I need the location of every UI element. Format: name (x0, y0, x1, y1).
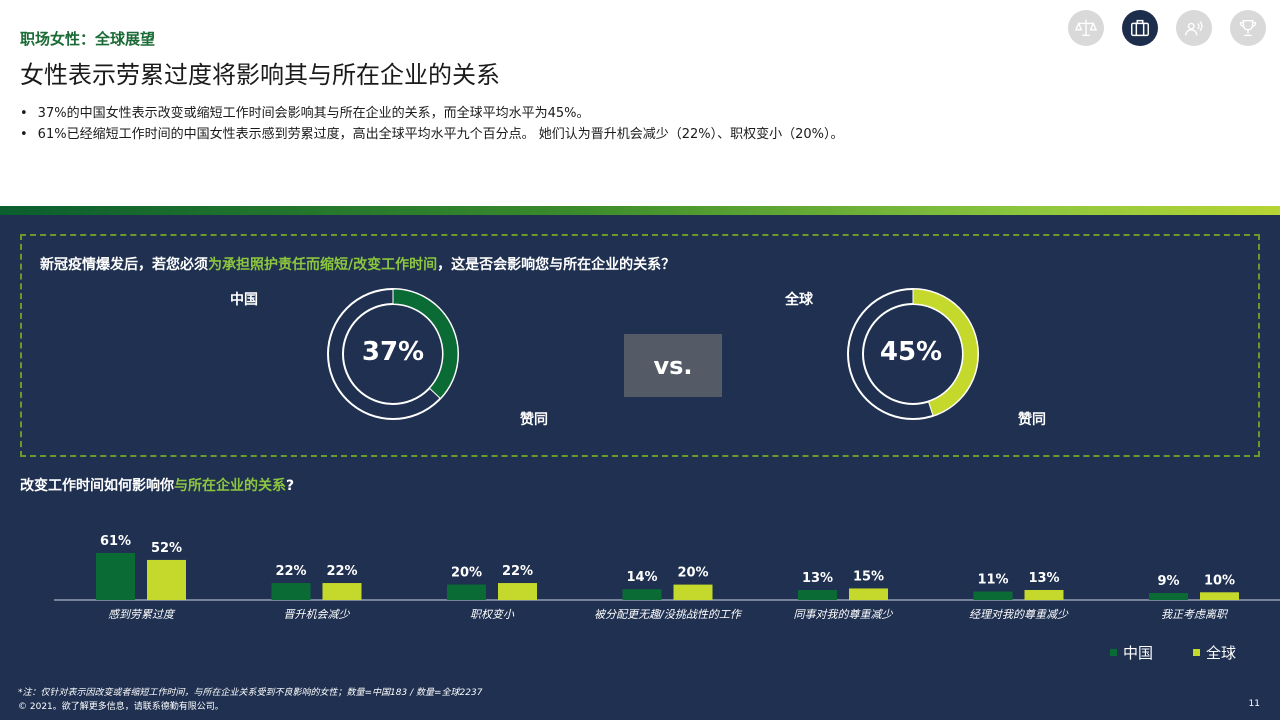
data-label: 22% (326, 564, 357, 579)
divider-band (0, 206, 1280, 215)
trophy-icon[interactable] (1230, 10, 1266, 46)
kicker: 职场女性：全球展望 (20, 30, 156, 48)
bar-global (849, 588, 888, 600)
data-label: 22% (275, 564, 306, 579)
question-highlight: 为承担照护责任而缩短/改变工作时间 (208, 257, 438, 273)
legend-label-china: 中国 (1123, 644, 1154, 662)
question-text: 新冠疫情爆发后，若您必须 (40, 257, 208, 273)
china-label: 中国 (230, 292, 258, 308)
bar-china (447, 584, 486, 600)
global-label: 全球 (785, 292, 813, 308)
bar-global (322, 583, 362, 600)
survey-question: 新冠疫情爆发后，若您必须为承担照护责任而缩短/改变工作时间，这是否会影响您与所在… (40, 254, 675, 274)
bar-china (96, 553, 135, 600)
section-nav (1068, 10, 1266, 46)
copyright: © 2021。欲了解更多信息，请联系德勤有限公司。 (18, 702, 224, 712)
bar-global (147, 559, 186, 600)
question-text: ，这是否会影响您与所在企业的关系？ (437, 257, 676, 273)
q2-highlight: 与所在企业的关系 (174, 478, 286, 494)
data-label: 9% (1157, 574, 1179, 589)
data-label: 52% (151, 541, 182, 556)
footnote: *注：仅针对表示因改变或者缩短工作时间，与所在企业关系受到不良影响的女性；数量=… (18, 688, 483, 698)
china-agree-label: 赞同 (520, 412, 548, 428)
bar-chart: 61% 52% 感到劳累过度 22% 22% 晋升机会减少 20% 22% 职权变小 14% 20%… (54, 534, 1280, 621)
category-label: 感到劳累过度 (108, 608, 176, 621)
bar-china (622, 589, 662, 600)
bar-china (798, 589, 837, 600)
people-talk-icon[interactable] (1176, 10, 1212, 46)
q2-text: 改变工作时间如何影响你 (20, 478, 174, 494)
data-label: 15% (853, 569, 884, 584)
data-label: 10% (1204, 573, 1235, 588)
legend-swatch-china (1110, 649, 1117, 656)
survey-box (20, 234, 1260, 457)
category-label: 晋升机会减少 (284, 608, 351, 621)
q2-text: ? (286, 478, 295, 494)
bullet-list: 37%的中国女性表示改变或缩短工作时间会影响其与所在企业的关系，而全球平均水平为… (20, 103, 844, 145)
data-label: 61% (100, 534, 131, 549)
bar-global (1024, 589, 1064, 600)
china-arc (392, 288, 459, 400)
china-value: 37% (361, 337, 425, 367)
data-label: 20% (677, 566, 708, 581)
vs-badge: vs. (624, 334, 722, 397)
bullet-item: 61%已经缩短工作时间的中国女性表示感到劳累过度，高出全球平均水平九个百分点。 … (20, 124, 844, 145)
legend-swatch-global (1193, 649, 1200, 656)
category-label: 同事对我的尊重减少 (794, 608, 894, 621)
global-value: 45% (879, 337, 943, 367)
bar-china (973, 591, 1013, 600)
data-label: 11% (977, 573, 1008, 588)
briefcase-icon[interactable] (1122, 10, 1158, 46)
data-label: 13% (802, 571, 833, 586)
data-label: 14% (626, 570, 657, 585)
bar-global (498, 583, 537, 600)
page-number: 11 (1248, 699, 1260, 709)
bar-china (1149, 593, 1188, 600)
global-agree-label: 赞同 (1018, 412, 1046, 428)
legend-global: 全球 (1193, 642, 1236, 663)
category-label: 职权变小 (470, 608, 515, 621)
balance-scale-icon[interactable] (1068, 10, 1104, 46)
category-label: 被分配更无趣/没挑战性的工作 (594, 608, 743, 621)
data-label: 20% (451, 566, 482, 581)
category-label: 我正考虑离职 (1161, 608, 1229, 621)
legend-label-global: 全球 (1206, 644, 1237, 662)
bar-global (673, 584, 713, 600)
data-label: 22% (502, 564, 533, 579)
bar-chart-title: 改变工作时间如何影响你与所在企业的关系? (20, 475, 294, 495)
legend-china: 中国 (1110, 642, 1153, 663)
global-donut (847, 288, 979, 420)
data-panel: 新冠疫情爆发后，若您必须为承担照护责任而缩短/改变工作时间，这是否会影响您与所在… (0, 215, 1280, 720)
data-label: 13% (1028, 571, 1059, 586)
bar-global (1200, 592, 1239, 600)
bullet-item: 37%的中国女性表示改变或缩短工作时间会影响其与所在企业的关系，而全球平均水平为… (20, 103, 844, 124)
category-label: 经理对我的尊重减少 (969, 608, 1069, 621)
page-title: 女性表示劳累过度将影响其与所在企业的关系 (20, 61, 500, 89)
china-donut (327, 288, 459, 420)
bar-china (271, 583, 311, 600)
global-arc (912, 288, 979, 417)
